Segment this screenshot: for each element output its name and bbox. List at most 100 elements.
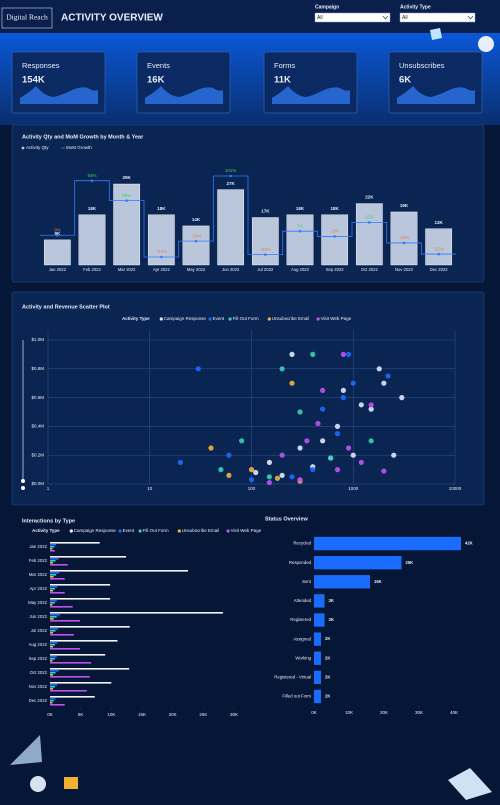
x-tick-label: 20K — [169, 712, 177, 717]
scatter-point — [266, 459, 273, 465]
x-tick-label: 100 — [248, 486, 256, 491]
scatter-point — [226, 472, 232, 478]
bar — [50, 604, 53, 606]
label-bg — [120, 175, 133, 181]
bar — [113, 183, 141, 266]
y-tick-label: Mar 2022 — [29, 572, 48, 577]
scatter-point — [368, 438, 374, 444]
legend-label: Event — [123, 528, 135, 533]
legend-label: Unsubscribe Email — [272, 316, 310, 321]
legend-label: Visit Web Page — [321, 316, 352, 321]
legend-swatch — [316, 317, 320, 321]
x-tick-label: 25K — [199, 712, 207, 717]
scatter-point — [279, 472, 285, 478]
legend-swatch — [226, 529, 230, 533]
scatter-point — [358, 402, 364, 408]
kpi-label: Forms — [274, 61, 295, 70]
bar — [425, 228, 453, 266]
bar — [50, 700, 54, 702]
legend-label: Campaign Response — [74, 528, 117, 533]
x-tick-label: Nov 2022 — [395, 267, 414, 272]
growth-dot — [160, 255, 163, 259]
growth-label: -33% — [260, 247, 271, 252]
bar-label: 2K — [325, 694, 330, 699]
growth-dot — [437, 252, 440, 256]
legend-label: Unsubscribe Email — [182, 528, 220, 533]
scatter-point — [345, 351, 352, 357]
scatter-point — [381, 468, 387, 474]
growth-label: 59% — [122, 193, 131, 198]
label-bg — [432, 219, 445, 226]
filters: Campaign All Activity Type All — [314, 4, 476, 23]
scatter-point — [218, 467, 224, 473]
scatter-point — [177, 459, 183, 465]
kpi-sparkline — [20, 86, 98, 104]
y-tick-label: Sep 2022 — [29, 656, 48, 661]
x-tick-label: 0K — [47, 712, 53, 717]
y-tick-label: Recycled — [293, 541, 311, 546]
bar — [78, 214, 106, 266]
y-tick-label: $0.0M — [31, 481, 44, 486]
y-tick-label: May 2022 — [28, 600, 47, 605]
scatter-point — [358, 459, 364, 465]
bar — [50, 634, 74, 636]
bar-label: 3K — [329, 617, 334, 622]
bar — [50, 640, 118, 642]
label-bg — [190, 216, 202, 223]
y-tick-label: Oct 2022 — [30, 670, 48, 675]
logo-box — [1, 7, 53, 29]
legend-title: Activity Type — [122, 316, 150, 321]
bar — [217, 189, 245, 266]
scatter-point — [289, 380, 295, 386]
scatter-point — [350, 452, 356, 458]
scatter-point — [274, 475, 281, 481]
growth-dot — [56, 233, 59, 237]
growth-label: -37% — [156, 249, 167, 254]
bar — [50, 618, 54, 620]
filter-dropdown[interactable] — [399, 12, 476, 23]
filter-value: All — [317, 15, 323, 21]
x-tick-label: Jun 2022 — [222, 267, 240, 272]
filter-label: Campaign — [315, 4, 339, 10]
bar — [50, 574, 57, 576]
x-tick-label: 15K — [138, 712, 146, 717]
x-tick-label: Mar 2022 — [118, 267, 136, 272]
y-tick-label: Jun 2022 — [29, 614, 47, 619]
scatter-point — [334, 467, 341, 473]
filter-dropdown[interactable] — [314, 12, 391, 23]
bar — [314, 670, 321, 685]
growth-label: 22% — [365, 215, 374, 220]
bar-label: 2K — [325, 674, 330, 679]
bar — [50, 698, 56, 700]
scatter-point — [239, 438, 245, 444]
y-tick-label: Sent — [302, 579, 312, 584]
x-tick-label: 10 — [147, 486, 153, 491]
growth-label: 0% — [54, 227, 61, 232]
x-tick-label: 10K — [345, 710, 353, 715]
bar-label: 2K — [325, 636, 330, 641]
kpi-value: 11K — [274, 75, 291, 86]
decor-shape — [448, 768, 492, 800]
bar-label: 19K — [400, 203, 409, 208]
scatter-point — [248, 467, 255, 473]
bar-label: 14K — [192, 217, 201, 222]
scatter-point — [195, 366, 201, 372]
bar — [50, 556, 127, 558]
bar — [50, 702, 53, 704]
scatter-point — [320, 387, 326, 393]
y-tick-label: Registered - Virtual — [274, 674, 311, 679]
x-tick-label: 30K — [230, 712, 238, 717]
growth-dot — [368, 221, 371, 224]
slider-handle[interactable] — [21, 479, 25, 483]
legend-title: Activity Type — [32, 528, 60, 533]
scatter-point — [340, 395, 346, 401]
y-tick-label: Jan 2022 — [29, 544, 47, 549]
label-bg — [328, 205, 341, 212]
bar — [50, 686, 55, 688]
x-tick-label: 30K — [415, 710, 423, 715]
slider-handle[interactable] — [21, 486, 25, 490]
scatter-point — [310, 467, 316, 473]
chart-title: Activity and Revenue Scatter Plot — [22, 304, 110, 310]
bar-label: 18K — [296, 206, 305, 211]
bar — [355, 203, 383, 266]
